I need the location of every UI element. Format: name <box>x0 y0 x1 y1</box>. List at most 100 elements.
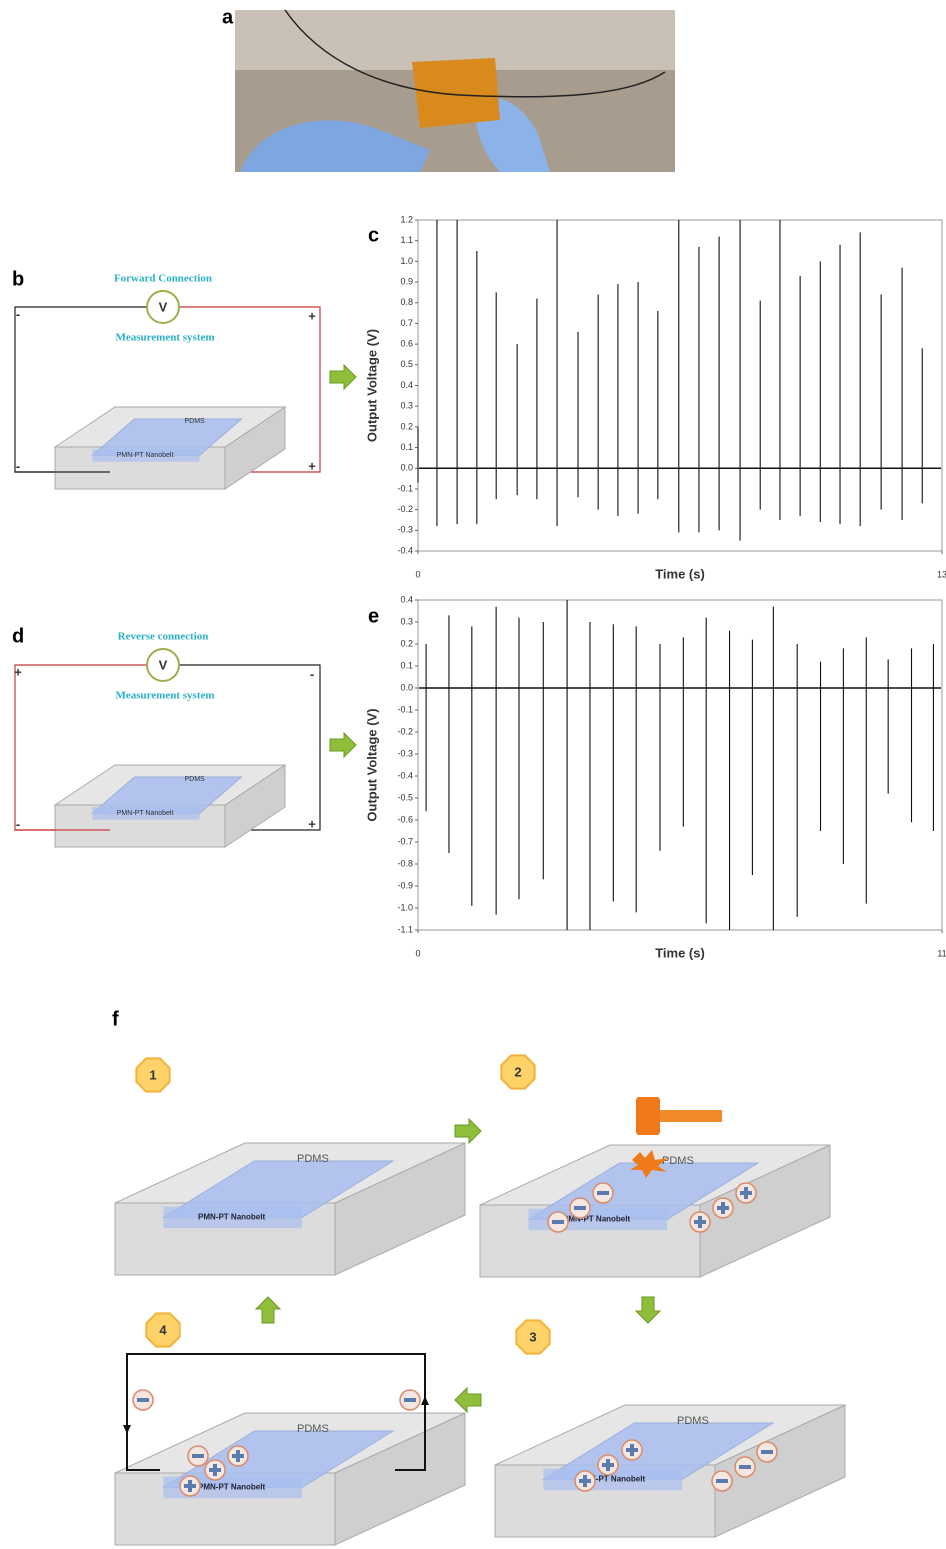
y-tick-label: -0.5 <box>397 792 413 802</box>
y-tick-label: 1.1 <box>400 235 413 245</box>
step-number: 2 <box>514 1064 521 1079</box>
nanobelt-label: PMN-PT Nanobelt <box>198 1483 265 1492</box>
pdms-label: PDMS <box>662 1155 694 1167</box>
y-axis-label: Output Voltage (V) <box>364 329 379 442</box>
y-tick-label: 0.3 <box>400 401 413 411</box>
y-tick-label: -0.4 <box>397 770 413 780</box>
y-tick-label: 0.2 <box>400 421 413 431</box>
y-axis-label: Output Voltage (V) <box>364 708 379 821</box>
current-arrow <box>421 1396 429 1405</box>
nanobelt-label: PMN-PT Nanobelt <box>117 452 174 459</box>
arrow <box>330 733 356 757</box>
arrow <box>330 365 356 389</box>
charge-sign <box>716 1479 728 1483</box>
charge-sign <box>721 1202 725 1214</box>
step-number: 1 <box>149 1067 156 1082</box>
y-tick-label: 0.6 <box>400 339 413 349</box>
nanobelt-label: PMN-PT Nanobelt <box>117 810 174 817</box>
y-tick-label: 0.9 <box>400 276 413 286</box>
system-label: Measurement system <box>115 332 214 344</box>
panel-label: d <box>12 625 24 647</box>
pdms-label: PDMS <box>185 418 206 425</box>
y-tick-label: 0.4 <box>400 594 413 604</box>
y-tick-label: -0.6 <box>397 814 413 824</box>
charge-sign <box>213 1464 217 1476</box>
charge-sign <box>188 1480 192 1492</box>
charge-sign <box>236 1450 240 1462</box>
x-tick-label: 11 <box>937 948 946 958</box>
polarity-sign: + <box>14 664 22 679</box>
charge-sign <box>739 1465 751 1469</box>
y-tick-label: 1.2 <box>400 214 413 224</box>
tape <box>412 58 500 128</box>
x-tick-label: 0 <box>415 569 420 579</box>
current-arrow <box>123 1425 131 1434</box>
y-tick-label: -0.8 <box>397 858 413 868</box>
pdms-label: PDMS <box>297 1153 329 1165</box>
system-label: Measurement system <box>115 690 214 702</box>
charge-sign <box>404 1398 416 1402</box>
pdms-label: PDMS <box>677 1415 709 1427</box>
step-number: 3 <box>529 1329 536 1344</box>
charge-sign <box>192 1454 204 1458</box>
y-tick-label: -0.2 <box>397 504 413 514</box>
y-tick-label: 0.4 <box>400 380 413 390</box>
polarity-sign: - <box>310 666 314 681</box>
y-tick-label: -0.7 <box>397 836 413 846</box>
charge-sign <box>597 1191 609 1195</box>
charge-sign <box>606 1459 610 1471</box>
y-tick-label: 1.0 <box>400 256 413 266</box>
meter-label: V <box>159 299 168 314</box>
x-axis-label: Time (s) <box>655 566 705 581</box>
panel-label: a <box>222 6 234 28</box>
connection-title: Forward Connection <box>114 273 212 285</box>
y-tick-label: 0.8 <box>400 297 413 307</box>
y-tick-label: -0.2 <box>397 726 413 736</box>
polarity-sign: + <box>308 308 316 323</box>
charge-sign <box>583 1475 587 1487</box>
charge-sign <box>744 1187 748 1199</box>
connection-title: Reverse connection <box>118 631 209 643</box>
polarity-sign: - <box>16 458 20 473</box>
polarity-sign: + <box>308 458 316 473</box>
charge-sign <box>630 1444 634 1456</box>
hammer-handle <box>650 1110 722 1122</box>
charge-sign <box>698 1216 702 1228</box>
polarity-sign: - <box>16 306 20 321</box>
y-tick-label: 0.7 <box>400 318 413 328</box>
y-tick-label: -0.3 <box>397 748 413 758</box>
panel-label: f <box>112 1008 119 1030</box>
y-tick-label: -0.1 <box>397 704 413 714</box>
x-tick-label: 13 <box>937 569 946 579</box>
charge-sign <box>137 1398 149 1402</box>
charge-sign <box>761 1450 773 1454</box>
y-tick-label: -0.9 <box>397 880 413 890</box>
meter-label: V <box>159 657 168 672</box>
charge-sign <box>574 1206 586 1210</box>
y-tick-label: 0.2 <box>400 638 413 648</box>
y-tick-label: 0.0 <box>400 682 413 692</box>
nanobelt-label: PMN-PT Nanobelt <box>198 1213 265 1222</box>
y-tick-label: -0.4 <box>397 545 413 555</box>
y-tick-label: 0.0 <box>400 463 413 473</box>
y-tick-label: 0.3 <box>400 616 413 626</box>
arrow <box>256 1297 280 1323</box>
y-tick-label: -0.3 <box>397 525 413 535</box>
y-tick-label: 0.1 <box>400 442 413 452</box>
step-number: 4 <box>159 1322 167 1337</box>
panel-label: b <box>12 268 24 290</box>
charge-sign <box>552 1220 564 1224</box>
arrow <box>636 1297 660 1323</box>
y-tick-label: 0.5 <box>400 359 413 369</box>
y-tick-label: -1.0 <box>397 902 413 912</box>
x-axis-label: Time (s) <box>655 945 705 960</box>
y-tick-label: 0.1 <box>400 660 413 670</box>
polarity-sign: - <box>16 816 20 831</box>
polarity-sign: + <box>308 816 316 831</box>
pdms-label: PDMS <box>297 1423 329 1435</box>
panel-label: c <box>368 224 379 246</box>
pdms-label: PDMS <box>185 776 206 783</box>
y-tick-label: -1.1 <box>397 924 413 934</box>
panel-label: e <box>368 605 379 627</box>
arrow <box>455 1388 481 1412</box>
